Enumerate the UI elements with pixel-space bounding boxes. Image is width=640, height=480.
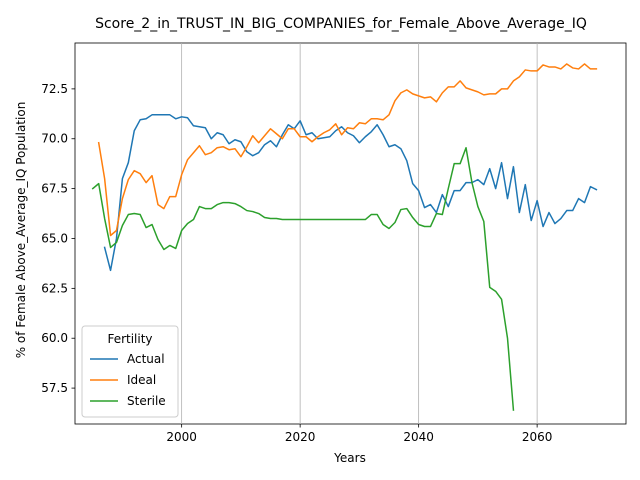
y-tick-label: 67.5 bbox=[41, 182, 68, 196]
y-tick-label: 60.0 bbox=[41, 331, 68, 345]
y-tick-label: 70.0 bbox=[41, 132, 68, 146]
x-tick-label: 2000 bbox=[166, 430, 197, 444]
legend-title: Fertility bbox=[107, 332, 152, 346]
series-line-actual bbox=[103, 114, 598, 272]
series-line-ideal bbox=[97, 63, 598, 237]
chart-title: Score_2_in_TRUST_IN_BIG_COMPANIES_for_Fe… bbox=[95, 16, 587, 32]
y-tick-label: 57.5 bbox=[41, 381, 68, 395]
y-axis-label: % of Female Above_Average_IQ Population bbox=[14, 102, 28, 359]
legend-label-ideal: Ideal bbox=[127, 373, 156, 387]
plot-frame bbox=[74, 42, 627, 425]
legend-box bbox=[81, 325, 179, 418]
legend-label-sterile: Sterile bbox=[127, 394, 166, 408]
x-tick-label: 2020 bbox=[285, 430, 316, 444]
y-tick-label: 65.0 bbox=[41, 231, 68, 245]
axes: 2000 2020 2040 2060 57.5 60.0 62.5 65.0 67.5 70.0… bbox=[41, 82, 552, 444]
series-layer bbox=[91, 63, 598, 411]
y-tick-label: 72.5 bbox=[41, 82, 68, 96]
legend: Fertility Actual Ideal Sterile bbox=[81, 325, 179, 418]
legend-label-actual: Actual bbox=[127, 352, 165, 366]
y-tick-label: 62.5 bbox=[41, 281, 68, 295]
x-tick-label: 2040 bbox=[403, 430, 434, 444]
x-axis-label: Years bbox=[333, 451, 366, 465]
x-tick-label: 2060 bbox=[522, 430, 553, 444]
series-line-sterile bbox=[91, 146, 515, 411]
grid-lines bbox=[181, 43, 538, 424]
plot-border bbox=[74, 42, 627, 425]
